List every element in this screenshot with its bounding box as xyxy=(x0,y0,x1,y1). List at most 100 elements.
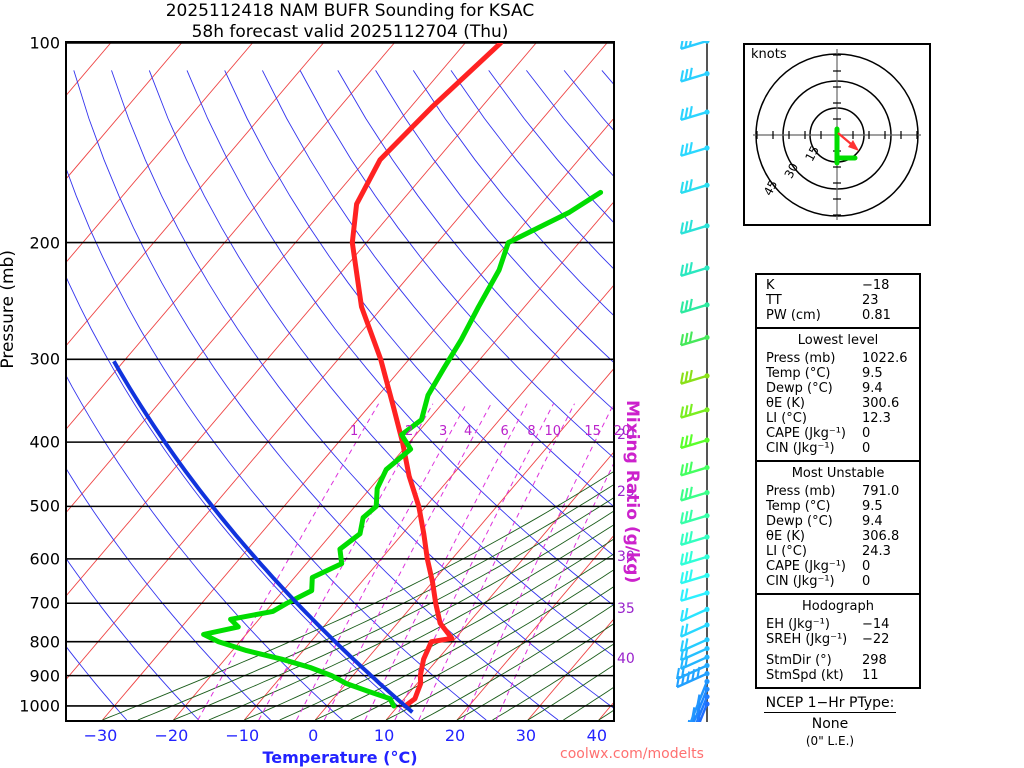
temperature-tick-30: 30 xyxy=(515,726,537,745)
stat-value: 0 xyxy=(862,574,871,589)
ptype-value: None xyxy=(811,716,849,732)
pressure-tick-1000: 1000 xyxy=(19,696,60,716)
stat-key: θE (K) xyxy=(766,396,805,411)
table-row: CIN (Jkg⁻¹) 0 xyxy=(757,441,919,456)
stat-key: CAPE (Jkg⁻¹) xyxy=(766,559,846,574)
table-row: Dewp (°C) 9.4 xyxy=(757,514,919,529)
stats-section-most-unstable: Most Unstable Press (mb) 791.0 Temp (°C) 9.… xyxy=(757,462,919,595)
svg-text:30: 30 xyxy=(782,161,802,181)
table-row: K −18 xyxy=(757,278,919,293)
stat-key: Temp (°C) xyxy=(766,499,831,514)
table-row: θE (K) 306.8 xyxy=(757,529,919,544)
table-row: StmDir (°) 298 xyxy=(757,653,919,668)
pressure-tick-100: 100 xyxy=(29,33,60,53)
stat-value: 1022.6 xyxy=(862,351,908,366)
stat-value: 306.8 xyxy=(862,529,900,544)
table-row: StmSpd (kt) 11 xyxy=(757,668,919,683)
pressure-tick-400: 400 xyxy=(29,432,60,452)
table-row: PW (cm) 0.81 xyxy=(757,308,919,323)
skewt-diagram xyxy=(67,43,613,720)
table-row: Temp (°C) 9.5 xyxy=(757,366,919,381)
stat-value: 791.0 xyxy=(862,484,900,499)
pressure-axis: 100 200 300 400 500 600 700 800 900 1000 xyxy=(0,34,60,722)
table-row: SREH (Jkg⁻¹) −22 xyxy=(757,632,919,647)
pressure-tick-500: 500 xyxy=(29,496,60,516)
pressure-tick-300: 300 xyxy=(29,349,60,369)
table-row: CAPE (Jkg⁻¹) 0 xyxy=(757,559,919,574)
stat-value: 23 xyxy=(862,293,879,308)
title-line-1: 2025112418 NAM BUFR Sounding for KSAC xyxy=(165,1,535,21)
stat-key: CIN (Jkg⁻¹) xyxy=(766,441,835,456)
temperature-tick-0: 0 xyxy=(308,726,319,745)
stat-key: Dewp (°C) xyxy=(766,514,833,529)
ptype-liquid-equivalent: (0" L.E.) xyxy=(805,734,855,748)
table-row: CIN (Jkg⁻¹) 0 xyxy=(757,574,919,589)
temperature-tick-10: 10 xyxy=(373,726,395,745)
ncep-ptype-block: NCEP 1−Hr PType: None (0" L.E.) xyxy=(730,692,930,748)
table-row: CAPE (Jkg⁻¹) 0 xyxy=(757,426,919,441)
hodograph-panel[interactable]: knots 15 30 45 xyxy=(743,43,931,226)
stat-value: 0.81 xyxy=(862,308,891,323)
pressure-tick-600: 600 xyxy=(29,549,60,569)
table-row: LI (°C) 12.3 xyxy=(757,411,919,426)
temperature-tick-20: 20 xyxy=(444,726,466,745)
stat-value: 24.3 xyxy=(862,544,891,559)
stat-value: −14 xyxy=(862,617,890,632)
table-row: EH (Jkg⁻¹) −14 xyxy=(757,617,919,632)
pressure-axis-label: Pressure (mb) xyxy=(0,250,18,369)
stat-value: 0 xyxy=(862,559,871,574)
mixing-ratio-right-tick-35: 35 xyxy=(617,601,635,617)
stat-key: CAPE (Jkg⁻¹) xyxy=(766,426,846,441)
skewt-plot-area[interactable] xyxy=(65,41,615,722)
svg-text:15: 15 xyxy=(802,144,822,164)
stat-value: 300.6 xyxy=(862,396,900,411)
section-title: Hodograph xyxy=(802,599,874,614)
table-row: Dewp (°C) 9.4 xyxy=(757,381,919,396)
stat-key: CIN (Jkg⁻¹) xyxy=(766,574,835,589)
stat-key: StmDir (°) xyxy=(766,653,832,668)
stat-value: 9.4 xyxy=(862,381,883,396)
stat-key: TT xyxy=(766,293,782,308)
stat-value: 0 xyxy=(862,441,871,456)
svg-text:45: 45 xyxy=(761,178,781,198)
stat-value: 298 xyxy=(862,653,887,668)
ptype-title: NCEP 1−Hr PType: xyxy=(763,695,897,713)
stats-section-indices: K −18 TT 23 PW (cm) 0.81 xyxy=(757,275,919,329)
stat-key: Dewp (°C) xyxy=(766,381,833,396)
stat-key: EH (Jkg⁻¹) xyxy=(766,617,830,632)
pressure-tick-800: 800 xyxy=(29,632,60,652)
wind-barbs xyxy=(675,34,710,768)
stat-key: Press (mb) xyxy=(766,351,836,366)
chart-title-block: 2025112418 NAM BUFR Sounding for KSAC 58… xyxy=(0,0,700,43)
temperature-tick--30: −30 xyxy=(83,726,118,745)
stat-key: PW (cm) xyxy=(766,308,821,323)
stat-key: Temp (°C) xyxy=(766,366,831,381)
temperature-tick--10: −10 xyxy=(225,726,260,745)
temperature-axis-label: Temperature (°C) xyxy=(262,748,418,767)
hodograph-units-label: knots xyxy=(751,47,787,62)
stat-value: −22 xyxy=(862,632,890,647)
hodograph-storm-rows: StmDir (°) 298 StmSpd (kt) 11 xyxy=(757,653,919,683)
stat-value: 9.5 xyxy=(862,499,883,514)
stat-value: 11 xyxy=(862,668,879,683)
stat-value: −18 xyxy=(862,278,890,293)
stat-key: StmSpd (kt) xyxy=(766,668,844,683)
stat-value: 9.5 xyxy=(862,366,883,381)
stat-key: SREH (Jkg⁻¹) xyxy=(766,632,848,647)
pressure-tick-700: 700 xyxy=(29,593,60,613)
temperature-tick--20: −20 xyxy=(154,726,189,745)
table-row: LI (°C) 24.3 xyxy=(757,544,919,559)
table-row: Press (mb) 1022.6 xyxy=(757,351,919,366)
mixing-ratio-axis-label: Mixing Ratio (g/kg) xyxy=(622,400,642,584)
table-row: TT 23 xyxy=(757,293,919,308)
pressure-tick-900: 900 xyxy=(29,666,60,686)
stat-key: K xyxy=(766,278,775,293)
stat-key: LI (°C) xyxy=(766,411,807,426)
watermark: coolwx.com/modelts xyxy=(560,746,704,762)
stat-value: 0 xyxy=(862,426,871,441)
stats-section-lowest-level: Lowest level Press (mb) 1022.6 Temp (°C) 9.… xyxy=(757,329,919,462)
stats-section-hodograph: Hodograph EH (Jkg⁻¹) −14 SREH (Jkg⁻¹) −22 S… xyxy=(757,595,919,687)
section-title: Lowest level xyxy=(797,333,879,348)
title-line-2: 58h forecast valid 2025112704 (Thu) xyxy=(191,22,509,42)
